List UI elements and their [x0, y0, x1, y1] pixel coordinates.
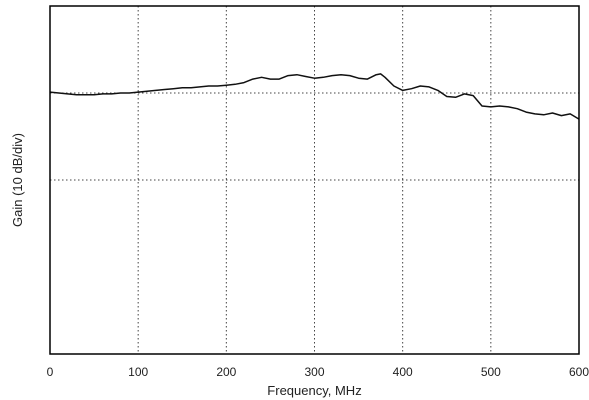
x-tick-label-1: 100 — [128, 365, 148, 379]
gain-line — [49, 73, 580, 120]
x-tick-label-4: 400 — [393, 365, 413, 379]
x-tick-labels: 0 100 200 300 400 500 600 — [47, 365, 589, 379]
x-axis-label: Frequency, MHz — [267, 383, 361, 398]
y-axis-label: Gain (10 dB/div) — [10, 133, 25, 227]
x-tick-label-0: 0 — [47, 365, 54, 379]
gridlines — [50, 6, 579, 354]
x-tick-label-6: 600 — [569, 365, 589, 379]
x-tick-label-5: 500 — [481, 365, 501, 379]
x-tick-label-2: 200 — [216, 365, 236, 379]
plot-frame — [49, 5, 580, 355]
x-tick-label-3: 300 — [304, 365, 324, 379]
